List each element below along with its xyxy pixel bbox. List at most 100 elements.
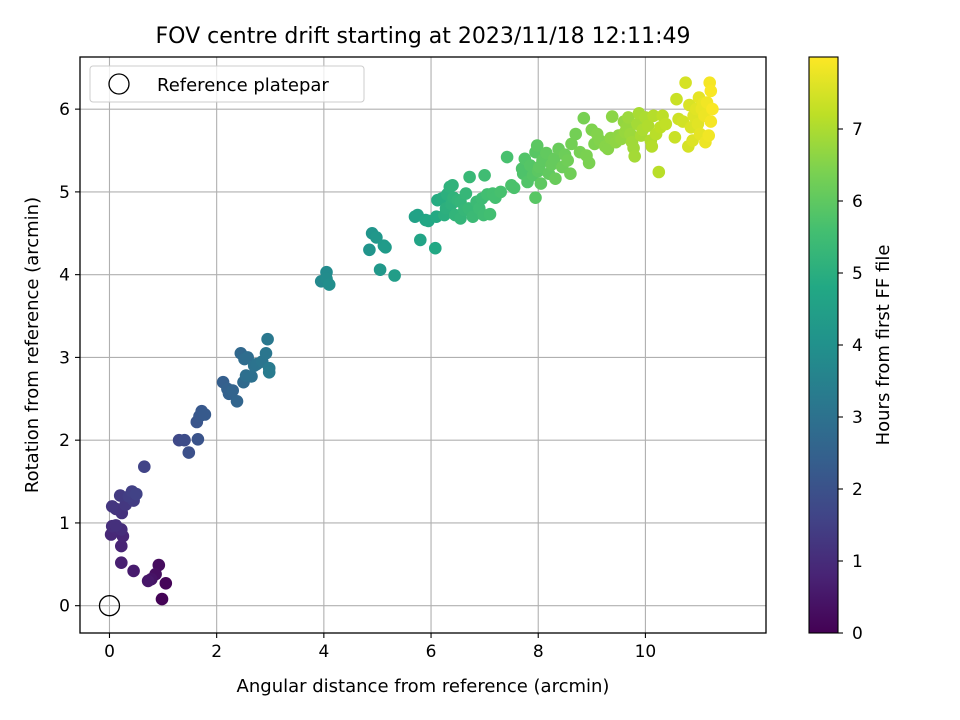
data-point xyxy=(261,332,274,346)
data-point xyxy=(138,460,151,474)
x-tick-label: 2 xyxy=(211,642,222,662)
y-tick-label: 5 xyxy=(59,183,70,203)
data-point xyxy=(645,140,659,153)
data-point xyxy=(668,131,682,144)
x-axis-label: Angular distance from reference (arcmin) xyxy=(237,676,610,697)
colorbar-ticks: 0 1 2 3 4 5 6 7 xyxy=(838,120,863,644)
legend-label: Reference platepar xyxy=(157,75,329,96)
y-tick-label: 6 xyxy=(59,100,70,120)
data-point xyxy=(230,395,244,408)
data-point xyxy=(478,169,491,182)
reference-platepar-marker xyxy=(98,595,121,617)
data-point xyxy=(494,185,508,199)
data-point xyxy=(363,243,376,257)
data-point xyxy=(446,179,459,192)
y-tick-label: 1 xyxy=(59,514,70,534)
data-point xyxy=(105,500,119,513)
data-point xyxy=(130,487,143,501)
data-point xyxy=(370,231,383,244)
plot-frame xyxy=(79,56,767,634)
data-point xyxy=(483,207,497,221)
data-point xyxy=(679,76,692,89)
data-point xyxy=(507,181,521,195)
data-point xyxy=(577,111,591,125)
data-point xyxy=(670,92,683,106)
x-tick-label: 8 xyxy=(533,642,544,662)
data-point xyxy=(704,115,718,128)
data-point xyxy=(182,446,196,459)
data-point xyxy=(191,433,205,446)
data-point xyxy=(605,110,619,123)
data-point xyxy=(198,408,212,421)
legend-marker xyxy=(108,73,130,95)
data-point xyxy=(127,564,140,578)
data-point xyxy=(534,177,548,190)
data-point xyxy=(564,167,577,180)
data-point xyxy=(622,111,635,124)
colorbar-tick-label: 5 xyxy=(852,264,863,284)
y-tick-label: 3 xyxy=(59,348,70,368)
y-tick-label: 2 xyxy=(59,431,70,451)
y-axis-ticks: 0 1 2 3 4 5 6 xyxy=(59,100,80,617)
colorbar-tick-label: 3 xyxy=(852,408,863,428)
colorbar-tick-label: 6 xyxy=(852,192,863,212)
data-point xyxy=(659,117,673,131)
data-point xyxy=(530,139,544,152)
data-point xyxy=(322,278,336,291)
data-point xyxy=(641,119,655,132)
data-point xyxy=(159,577,173,590)
data-point xyxy=(373,263,387,277)
x-axis-ticks: 0 2 4 6 8 10 xyxy=(104,633,656,662)
colorbar-tick-label: 0 xyxy=(852,624,863,644)
data-point xyxy=(388,269,401,282)
data-point xyxy=(141,574,155,588)
data-point xyxy=(155,592,169,606)
data-point xyxy=(379,241,392,254)
legend: Reference platepar xyxy=(89,65,365,103)
data-point xyxy=(414,233,427,247)
data-point xyxy=(561,154,574,167)
data-point xyxy=(115,556,128,569)
data-point xyxy=(226,384,239,397)
y-tick-label: 0 xyxy=(59,597,70,617)
data-point xyxy=(652,165,666,179)
data-point xyxy=(706,102,719,116)
chart-title: FOV centre drift starting at 2023/11/18 … xyxy=(156,24,691,49)
colorbar-label: Hours from first FF file xyxy=(873,245,894,446)
grid-lines xyxy=(80,57,766,633)
data-point xyxy=(245,370,258,383)
data-point xyxy=(529,191,542,204)
data-point xyxy=(262,366,276,379)
colorbar-tick-label: 1 xyxy=(852,552,863,572)
x-tick-label: 4 xyxy=(318,642,329,662)
data-point xyxy=(582,156,596,170)
colorbar xyxy=(808,56,839,634)
data-point xyxy=(500,150,514,164)
reference-marker-group xyxy=(98,595,121,617)
data-point xyxy=(702,129,715,142)
colorbar-tick-label: 7 xyxy=(852,120,863,140)
data-point xyxy=(569,127,582,141)
data-point xyxy=(704,84,718,98)
data-point xyxy=(565,137,578,151)
data-point xyxy=(463,170,476,184)
data-point xyxy=(548,152,561,166)
colorbar-tick-label: 2 xyxy=(852,480,863,500)
data-point xyxy=(628,150,641,163)
data-point xyxy=(647,109,660,123)
y-axis-label: Rotation from reference (arcmin) xyxy=(22,197,43,493)
data-points xyxy=(104,76,719,606)
data-point xyxy=(429,241,442,255)
data-point xyxy=(259,347,273,360)
x-tick-label: 6 xyxy=(426,642,437,662)
data-point xyxy=(178,433,191,447)
x-tick-label: 0 xyxy=(104,642,115,662)
legend-box xyxy=(89,65,365,103)
y-tick-label: 4 xyxy=(59,266,70,286)
colorbar-tick-label: 4 xyxy=(852,336,863,356)
data-point xyxy=(115,539,128,553)
data-point xyxy=(109,519,123,532)
data-point xyxy=(549,172,562,185)
data-point xyxy=(459,187,473,200)
